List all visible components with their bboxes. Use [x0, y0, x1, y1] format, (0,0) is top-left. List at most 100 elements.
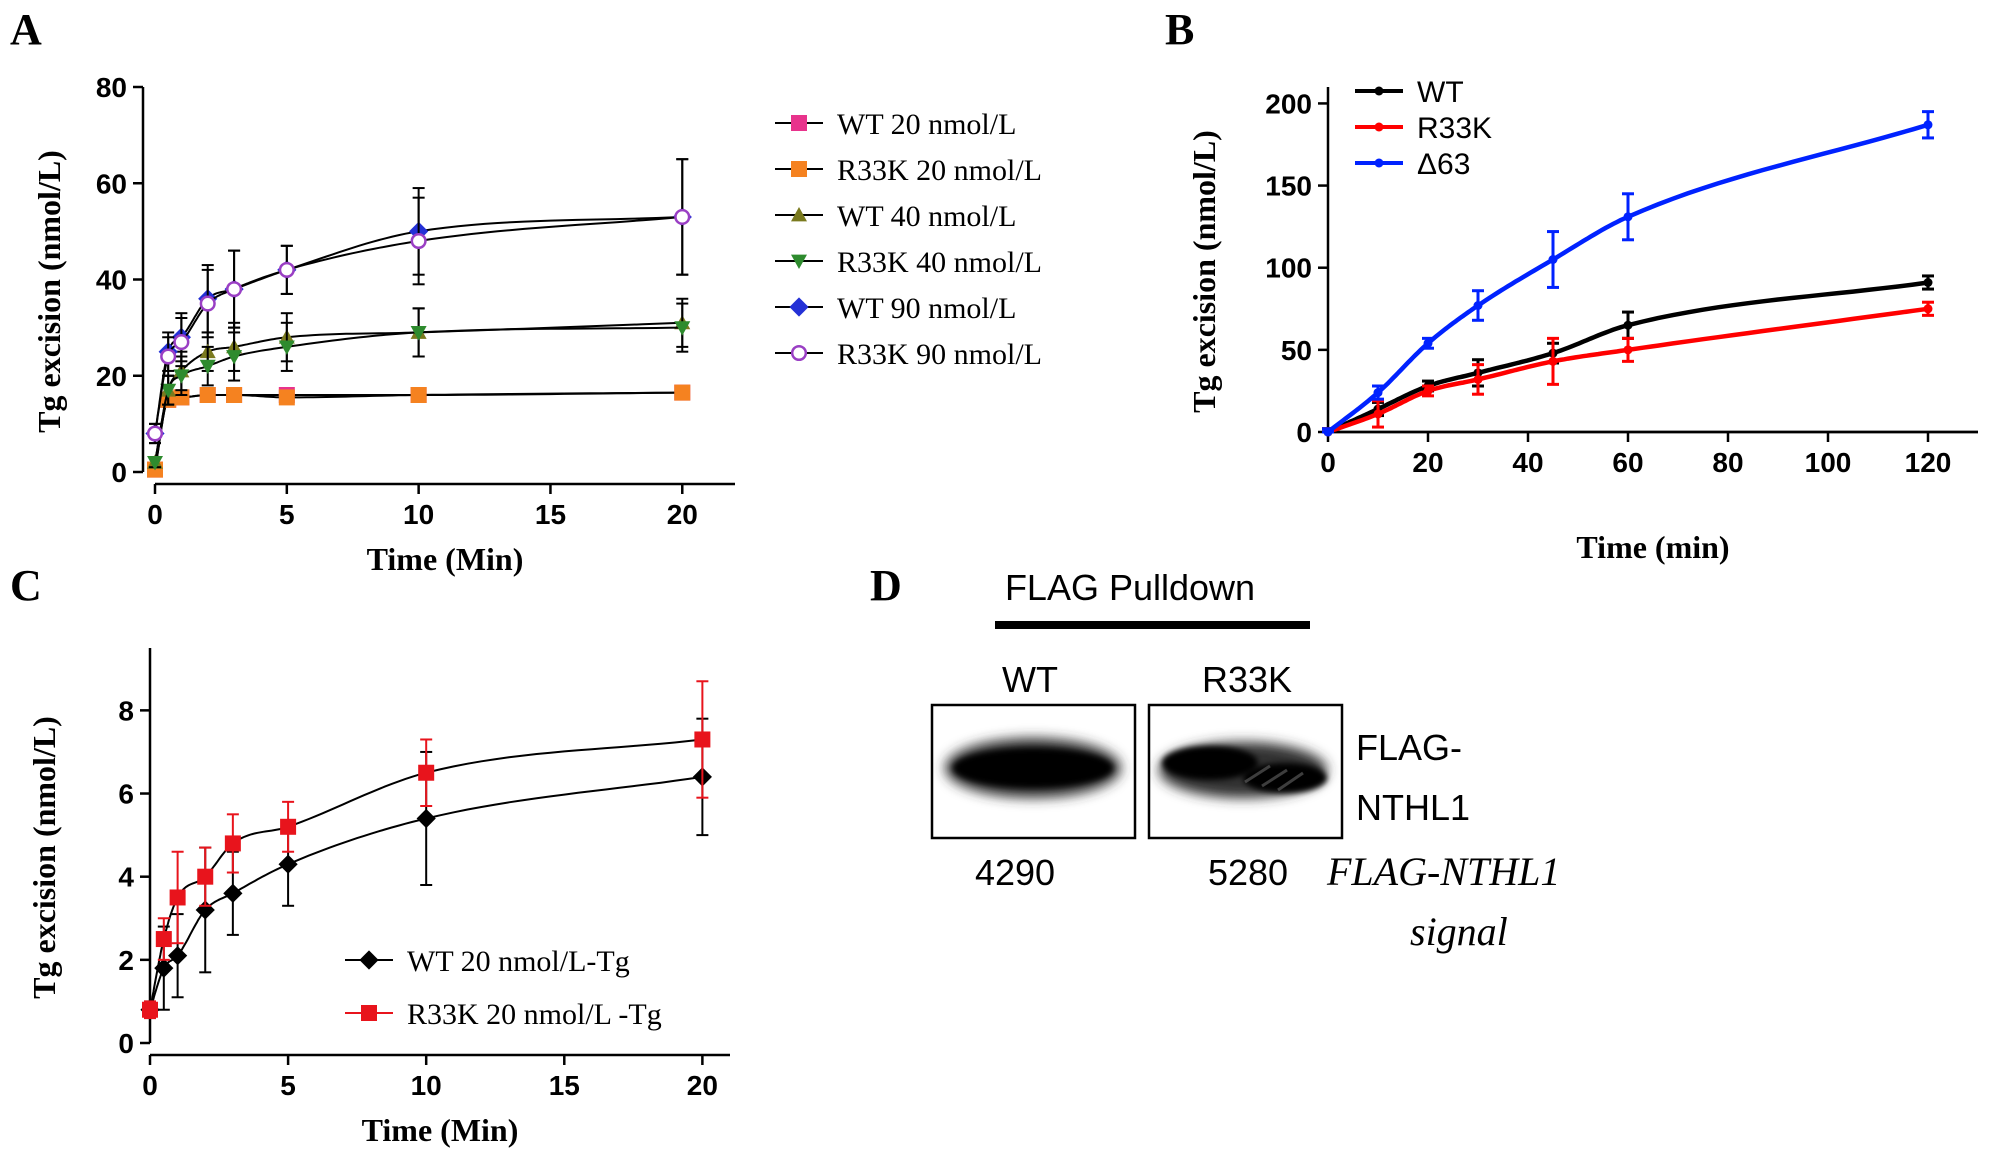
x-tick-label: 10: [403, 499, 434, 530]
data-point: [226, 281, 243, 298]
data-point: [1623, 345, 1633, 355]
data-point: [195, 900, 215, 920]
blot-band-label-line1: FLAG-: [1356, 727, 1462, 768]
data-point: [1923, 120, 1933, 130]
series-5: [146, 158, 691, 445]
legend-marker: [359, 950, 379, 970]
x-axis-title: Time (min): [1576, 529, 1729, 565]
data-point: [1323, 427, 1333, 437]
legend-marker: [1374, 158, 1384, 168]
blot-signal-label-line2: signal: [1410, 909, 1508, 954]
y-tick-label: 6: [118, 779, 134, 810]
y-tick-label: 0: [118, 1028, 134, 1059]
series-1: [147, 384, 691, 478]
legend-marker: [791, 161, 807, 177]
x-tick-label: 80: [1712, 447, 1743, 478]
panel-letter-c: C: [10, 561, 42, 610]
y-tick-label: 50: [1281, 335, 1312, 366]
y-tick-label: 200: [1265, 88, 1312, 119]
legend-label: Δ63: [1417, 148, 1470, 181]
y-tick-label: 40: [96, 265, 127, 296]
data-point: [226, 350, 243, 365]
y-tick-label: 60: [96, 168, 127, 199]
x-tick-label: 0: [1320, 447, 1336, 478]
x-tick-label: 20: [667, 499, 698, 530]
x-tick-label: 5: [279, 499, 295, 530]
x-axis-title: Time (Min): [367, 541, 524, 577]
blot-title: FLAG Pulldown: [1005, 567, 1255, 608]
legend-marker: [791, 115, 807, 131]
x-tick-label: 0: [142, 1070, 158, 1101]
chart-c: 0 5 10 15 20 0 2 4 6 8 Time (Min) Tg excision (nmol…: [26, 648, 730, 1148]
data-point: [1923, 304, 1933, 314]
data-point: [146, 425, 164, 442]
legend-label: R33K: [1417, 112, 1492, 145]
data-point: [410, 232, 427, 250]
data-point: [1623, 212, 1633, 222]
legend-marker: [789, 297, 809, 317]
data-point: [674, 384, 691, 401]
y-tick-label: 80: [96, 72, 127, 103]
x-tick-label: 10: [411, 1070, 442, 1101]
data-point: [1548, 255, 1558, 264]
panel-letter-a: A: [10, 5, 42, 54]
x-tick-label: 60: [1612, 447, 1643, 478]
data-point: [418, 764, 435, 781]
data-point: [142, 1001, 158, 1018]
series-1: [142, 680, 711, 1020]
blot-signal-label-line1: FLAG-NTHL1: [1326, 849, 1560, 894]
data-point: [1623, 320, 1633, 330]
data-point: [694, 731, 711, 748]
blot-panel: FLAG Pulldown WT R33K FLAG- NTHL1 4290: [930, 567, 1560, 954]
data-point: [226, 387, 243, 403]
legend-label: WT 20 nmol/L: [837, 108, 1016, 141]
x-tick-label: 40: [1512, 447, 1543, 478]
x-tick-label: 5: [280, 1070, 296, 1101]
blot-signal-wt: 4290: [975, 852, 1055, 893]
data-point: [278, 389, 295, 406]
series-1: [1322, 300, 1934, 437]
x-tick-label: 20: [687, 1070, 718, 1101]
legend-marker: [361, 1005, 377, 1021]
data-point: [173, 334, 190, 351]
blot-lane-label-r33k: R33K: [1202, 659, 1292, 700]
y-axis-title: Tg excision (nmol/L): [26, 716, 62, 999]
blot-lane-label-wt: WT: [1002, 659, 1058, 700]
data-point: [1548, 356, 1558, 366]
data-point: [1923, 278, 1933, 287]
data-point: [1373, 388, 1383, 398]
legend-label: R33K 20 nmol/L -Tg: [407, 998, 662, 1031]
y-tick-label: 2: [118, 945, 134, 976]
data-point: [223, 883, 243, 903]
y-axis-title: Tg excision (nmol/L): [1186, 130, 1222, 413]
y-tick-label: 8: [118, 695, 134, 726]
data-point: [1373, 409, 1383, 419]
legend-label: WT: [1417, 76, 1464, 109]
data-point: [168, 946, 188, 966]
data-point: [199, 359, 216, 375]
data-point: [147, 455, 163, 471]
data-point: [155, 931, 172, 948]
data-point: [173, 369, 190, 384]
x-tick-label: 0: [147, 499, 163, 530]
y-tick-label: 4: [118, 862, 134, 893]
legend-marker: [791, 207, 807, 222]
y-tick-label: 150: [1265, 171, 1312, 202]
legend-label: R33K 40 nmol/L: [837, 246, 1042, 279]
data-point: [674, 208, 691, 225]
data-point: [1473, 374, 1483, 384]
x-tick-label: 15: [535, 499, 566, 530]
y-tick-label: 0: [1296, 417, 1312, 448]
data-point: [169, 889, 186, 906]
data-point: [1423, 338, 1433, 348]
data-point: [160, 348, 177, 365]
data-point: [410, 326, 427, 341]
data-point: [410, 387, 427, 403]
legend-marker: [790, 344, 808, 362]
data-point: [278, 340, 295, 355]
data-point: [224, 835, 241, 852]
panel-letter-d: D: [870, 561, 902, 610]
data-point: [199, 295, 216, 312]
